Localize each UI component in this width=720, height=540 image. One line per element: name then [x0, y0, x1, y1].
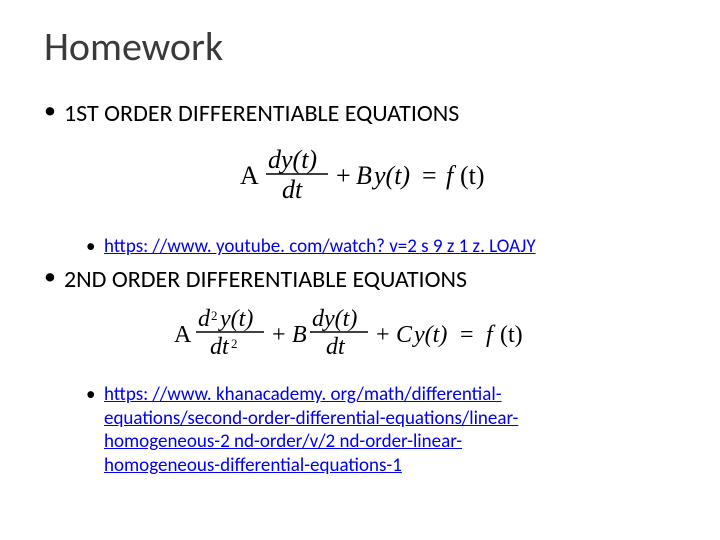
slide: Homework 1ST ORDER DIFFERENTIABLE EQUATI…: [0, 0, 720, 540]
eq1-numer: dy(t): [268, 146, 317, 174]
eq1-denom: dt: [282, 175, 303, 202]
link-youtube[interactable]: https: //www. youtube. com/watch? v=2 s …: [104, 235, 536, 258]
eq1-yt: y(t): [371, 161, 410, 190]
eq2-plus1: +: [272, 322, 286, 348]
eq2-plus2: +: [376, 322, 390, 348]
eq1-plus: +: [336, 161, 351, 190]
link-khan-l4: homogeneous-differential-equations-1: [104, 454, 402, 477]
eq2-f: f: [486, 322, 496, 348]
equation-2-wrap: A d 2 y(t) dt 2 + B dy(t) dt + C: [64, 306, 676, 369]
eq2-A: A: [174, 322, 192, 348]
link-2-item: https: //www. khanacademy. org/math/diff…: [64, 383, 676, 478]
bullet-second-order-text: 2ND ORDER DIFFERENTIABLE EQUATIONS: [64, 265, 467, 294]
eq2-B: B: [292, 322, 307, 348]
link-khan-l1: https: //www. khanacademy. org/math/diff…: [104, 383, 502, 406]
page-title: Homework: [44, 22, 676, 71]
eq1-B: B: [356, 161, 372, 190]
eq2-d2: dt: [326, 334, 346, 360]
eq2-n2: dy(t): [312, 306, 357, 332]
equation-1: A dy(t) dt + B y(t) = f (t): [240, 146, 500, 202]
bullet-list: 1ST ORDER DIFFERENTIABLE EQUATIONS A dy(…: [44, 99, 676, 478]
eq2-n1a: d: [198, 306, 211, 332]
eq2-d1sup: 2: [231, 336, 238, 351]
eq1-eq: =: [422, 161, 437, 190]
eq2-n1b: y(t): [218, 306, 253, 332]
sublist-2: https: //www. khanacademy. org/math/diff…: [64, 383, 676, 478]
eq1-arg: (t): [460, 161, 485, 190]
eq2-eq: =: [460, 322, 474, 348]
link-khan-l2: equations/second-order-differential-equa…: [104, 407, 518, 430]
eq2-n1sup: 2: [211, 308, 218, 323]
bullet-first-order-text: 1ST ORDER DIFFERENTIABLE EQUATIONS: [64, 99, 459, 128]
link-1-item: https: //www. youtube. com/watch? v=2 s …: [64, 235, 676, 259]
eq1-f: f: [446, 161, 457, 190]
sublist-1: https: //www. youtube. com/watch? v=2 s …: [64, 235, 676, 259]
bullet-second-order: 2ND ORDER DIFFERENTIABLE EQUATIONS A d 2…: [44, 265, 676, 478]
link-khan[interactable]: https: //www. khanacademy. org/math/diff…: [104, 383, 518, 477]
eq2-yt: y(t): [412, 322, 447, 348]
bullet-first-order: 1ST ORDER DIFFERENTIABLE EQUATIONS A dy(…: [44, 99, 676, 259]
equation-2: A d 2 y(t) dt 2 + B dy(t) dt + C: [174, 306, 566, 362]
equation-1-wrap: A dy(t) dt + B y(t) = f (t): [64, 146, 676, 209]
eq1-A: A: [240, 161, 259, 190]
eq2-C: C: [396, 322, 413, 348]
eq2-arg: (t): [500, 322, 523, 348]
eq2-d1a: dt: [210, 334, 230, 360]
link-khan-l3: homogeneous-2 nd-order/v/2 nd-order-line…: [104, 430, 462, 453]
